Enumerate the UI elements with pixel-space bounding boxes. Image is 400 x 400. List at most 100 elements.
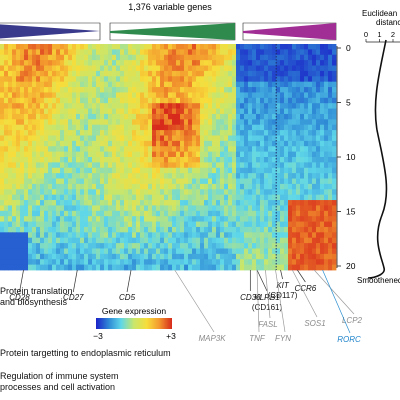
gene-label-right: (CD117) [268,291,298,300]
heatmap-cell [12,200,17,206]
heatmap-cell [188,151,193,158]
heatmap-cell [8,226,13,233]
heatmap-cell [276,216,281,222]
heatmap-cell [284,146,289,153]
heatmap-cell [72,65,77,72]
heatmap-cell [140,264,145,271]
heatmap-cell [288,97,293,104]
heatmap-cell [136,194,141,201]
heatmap-cell [320,243,325,249]
heatmap-cell [84,76,89,83]
heatmap-cell [176,210,181,217]
heatmap-cell [96,183,101,190]
heatmap-cell [324,60,329,66]
heatmap-cell [288,65,293,72]
heatmap-cell [312,124,317,131]
heatmap-cell [160,205,165,212]
heatmap-cell [0,92,5,99]
heatmap-cell [292,81,297,88]
heatmap-cell [28,221,33,228]
heatmap-cell [60,173,65,179]
heatmap-cell [316,65,321,72]
heatmap-cell [180,44,185,50]
heatmap-cell [40,103,45,109]
heatmap-cell [136,49,141,56]
go-term-3: Regulation of immune system processes an… [0,371,230,393]
heatmap-cell [296,264,301,271]
heatmap-cell [200,87,205,93]
heatmap-cell [320,205,325,212]
heatmap-cell [0,167,5,174]
heatmap-cell [332,194,337,201]
distance-tick-label: 2 [391,30,395,39]
heatmap-cell [332,70,337,77]
heatmap-cell [48,173,53,179]
heatmap-cell [208,113,213,120]
heatmap-cell [188,103,193,109]
heatmap-cell [212,259,217,266]
heatmap-cell [224,226,229,233]
heatmap-cell [112,226,117,233]
heatmap-cell [160,200,165,206]
distance-axis-label-1: Euclidean [362,9,397,18]
heatmap-cell [12,54,17,61]
heatmap-cell [192,65,197,72]
heatmap-cell [268,200,273,206]
heatmap-cell [148,103,153,109]
heatmap-cell [176,162,181,169]
heatmap-cell [64,60,69,66]
heatmap-cell [64,183,69,190]
heatmap-cell [212,200,217,206]
heatmap-cell [100,113,105,120]
heatmap-cell [328,87,333,93]
heatmap-cell [36,151,41,158]
heatmap-cell [80,232,85,239]
heatmap-cell [24,65,29,72]
heatmap-cell [128,76,133,83]
heatmap-cell [160,253,165,260]
heatmap-cell [308,140,313,147]
heatmap-cell [204,70,209,77]
heatmap-cell [88,216,93,222]
heatmap-cell [212,140,217,147]
heatmap-cell [80,119,85,126]
heatmap-cell [296,183,301,190]
heatmap-cell [232,173,237,179]
heatmap-cell [48,97,53,104]
heatmap-cell [220,119,225,126]
heatmap-cell [172,140,177,147]
heatmap-cell [304,44,309,50]
heatmap-cell [212,146,217,153]
heatmap-cell [112,205,117,212]
heatmap-cell [104,183,109,190]
dendrogram-curve [367,39,388,279]
heatmap-cell [200,205,205,212]
heatmap-cell [304,162,309,169]
heatmap-cell [244,221,249,228]
heatmap-cell [328,173,333,179]
heatmap-cell [304,232,309,239]
heatmap-cell [8,54,13,61]
heatmap-cell [240,70,245,77]
heatmap-cell [84,167,89,174]
heatmap-cell [260,119,265,126]
heatmap-cell [56,92,61,99]
heatmap-cell [148,76,153,83]
heatmap-cell [324,124,329,131]
heatmap-cell [160,140,165,147]
heatmap-cell [44,157,49,163]
heatmap-cell [84,162,89,169]
heatmap-cell [24,135,29,142]
heatmap-cell [52,81,57,88]
heatmap-cell [20,173,25,179]
heatmap-cell [124,108,129,115]
heatmap-cell [144,173,149,179]
heatmap-cell [324,264,329,271]
heatmap-cell [60,248,65,255]
heatmap-cell [236,216,241,222]
heatmap-cell [232,243,237,249]
heatmap-cell [188,178,193,185]
heatmap-cell [208,216,213,222]
heatmap-cell [180,108,185,115]
heatmap-cell [24,124,29,131]
